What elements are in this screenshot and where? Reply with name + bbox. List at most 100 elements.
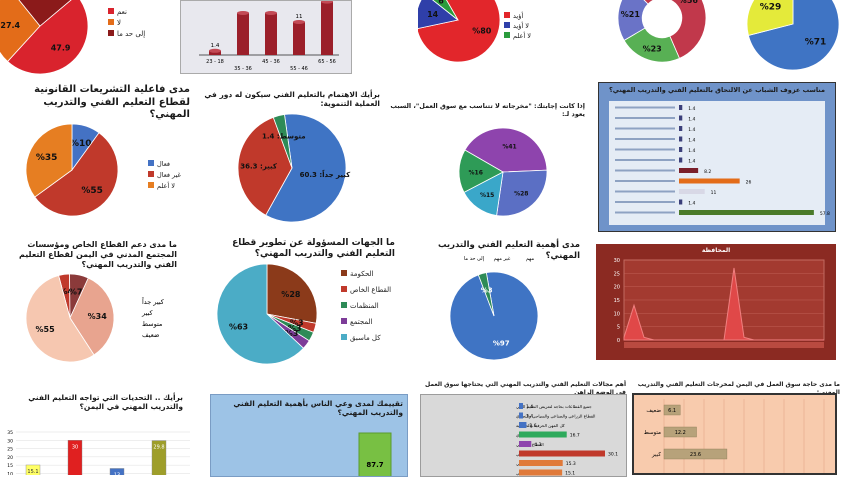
chart-awareness-panel: تقييمك لمدى وعي الناس بأهمية التعليم الف…	[210, 394, 408, 477]
c9-bar-6	[679, 168, 699, 173]
c10-data-label-2: %34	[88, 312, 108, 321]
chart-c8-svg: %41 %28 %15 %16	[458, 127, 548, 217]
c16-data-label-3: 16.7	[570, 433, 580, 439]
c8-slice-1	[496, 169, 548, 217]
c2-tick-label-4: 65 - 56	[318, 59, 336, 65]
c9-category-stub-7	[615, 180, 675, 182]
chart-legislation-pie: %10 %55 %35 فعال غير فعال لا أعلم	[0, 118, 190, 228]
c9-bar-7	[679, 178, 740, 184]
c1-data-label-1: 27.4	[0, 21, 20, 30]
c12-data-label-1: %3	[481, 287, 493, 295]
c16-bar-3	[519, 431, 567, 438]
c11-legend-label-4: كل ماسبق	[350, 334, 381, 342]
chart-c14-svg: 0510152025303515.1301329.8	[7, 430, 190, 475]
c9-category-stub-4	[615, 148, 675, 151]
c16-tick-label-0: جميع القطاعات بحاجة لتعريض التعليم الفني	[516, 404, 592, 409]
c13-y-tick-5: 25	[614, 271, 620, 277]
c3-slice-1	[418, 0, 459, 29]
c1-data-label-0: 47.9	[51, 43, 71, 52]
c14-y-tick-3: 15	[7, 463, 13, 469]
c3-slice-2	[432, 0, 459, 21]
c14-title: برأيك .. التحديات التي تواجه التعليم الف…	[28, 393, 183, 412]
c9-category-stub-2	[615, 127, 675, 130]
c17-tick-label-0: ضعيف	[646, 408, 661, 414]
c2-bar-2	[265, 13, 277, 55]
c6-data-label-1: %55	[81, 186, 103, 196]
c7-slice-0	[265, 113, 347, 223]
c4-slice-0	[643, 0, 707, 59]
c17-data-label-2: 23.6	[690, 452, 701, 458]
c10-legend-label-0: كبير جداً	[141, 297, 165, 306]
c8-slice-0	[464, 127, 548, 173]
c14-y-tick-5: 25	[7, 447, 13, 453]
c9-category-stub-6	[615, 169, 675, 172]
chart-c10-svg: %4%7 %34 %55 كبير جداً كبير متوسط ضعيف	[25, 273, 165, 363]
c3-data-label-1: 14	[427, 10, 439, 19]
c14-bar-0	[25, 464, 41, 475]
c11-legend-label-0: الحكومة	[350, 270, 374, 278]
c14-bar-1	[67, 440, 83, 475]
c8-data-label-2: %15	[480, 192, 494, 199]
c1-slice-0	[7, 0, 89, 75]
c3-legend-swatch-1	[504, 22, 510, 28]
c11-legend-swatch-2	[341, 302, 347, 308]
c2-bar-top-2	[265, 11, 277, 15]
c1-legend-label-0: نعم	[117, 8, 127, 16]
c2-bar-0	[209, 50, 221, 55]
c14-y-tick-6: 30	[7, 438, 13, 444]
c9-data-label-8: 11	[711, 190, 717, 196]
c11-legend-swatch-3	[341, 318, 347, 324]
c11-data-label-1: %3	[290, 319, 304, 328]
c9-category-stub-0	[615, 106, 675, 109]
c12-legend-label-0: مهم	[526, 256, 535, 262]
c3-data-label-2: 6	[438, 0, 444, 5]
c17-bar-1	[663, 426, 697, 438]
c6-data-label-2: %35	[36, 153, 58, 163]
c11-data-label-0: %28	[281, 290, 301, 299]
c11-data-label-2: %3	[288, 324, 302, 333]
c17-data-label-1: 12.2	[675, 430, 686, 436]
c3-legend-swatch-2	[504, 32, 510, 38]
c12-title: مدى أهمية التعليم الفني والتدريب المهني؟	[437, 240, 580, 261]
c1-legend-label-1: لا	[117, 19, 121, 27]
c16-bar-6	[519, 460, 563, 466]
c13-y-tick-4: 20	[614, 285, 620, 291]
c13-table-strip	[624, 342, 824, 348]
c1-slice-2	[18, 0, 72, 27]
c12-legend-label-1: غير مهم	[494, 256, 511, 262]
chart-development-pie: كبير جداً: 60.3 كبير: 36.3 متوسط: 1.4	[200, 104, 380, 224]
c3-slice-0	[418, 0, 501, 63]
c6-legend-label-0: فعال	[157, 160, 170, 168]
chart-c16-svg: جميع القطاعات بحاجة لتعريض التعليم الفني…	[516, 403, 618, 476]
chart-market-need-panel: ضعيف 6.1 متوسط 12.2 كبير 23.6	[632, 393, 837, 475]
chart-c17-svg: ضعيف 6.1 متوسط 12.2 كبير 23.6	[644, 399, 825, 473]
c2-bar-1	[237, 13, 249, 55]
c5-data-label-1: %29	[760, 3, 782, 13]
chart-youth-reluctance: مناسب عزوف الشباب عن الالتحاق بالتعليم ا…	[598, 82, 836, 232]
c10-data-label-1: %7	[69, 287, 83, 296]
c2-tick-label-3: 55 - 46	[290, 66, 308, 72]
c10-data-label-3: %55	[36, 325, 56, 334]
c17-title: ما مدى حاجة سوق العمل في اليمن لمخرجات ا…	[637, 381, 840, 396]
c16-data-label-6: 15.3	[566, 461, 576, 467]
chart-donut-56: %56 %23 %21	[600, 0, 730, 66]
chart-private-sector-pie: %4 %7 %34 %55 كبير جداً كبير متوسط ضعيف	[0, 268, 190, 368]
c6-data-label-0: %10	[70, 139, 92, 149]
c1-legend-swatch-0	[108, 8, 114, 14]
c6-title: مدى فاعلية التشريعات القانونية لقطاع الت…	[34, 84, 190, 120]
c11-legend-swatch-4	[341, 334, 347, 340]
c17-data-label-0: 6.1	[668, 408, 676, 414]
c9-data-label-3: 1.4	[688, 138, 695, 144]
c10-legend-label-3: ضعيف	[142, 331, 160, 339]
c9-category-stub-8	[615, 190, 675, 193]
c10-legend-label-1: كبير	[141, 309, 154, 317]
c2-bar-3	[293, 22, 305, 55]
c3-legend-label-2: لا أعلم	[513, 31, 531, 40]
c3-legend-label-1: لا أؤيد	[513, 21, 529, 30]
c11-legend-label-3: المجتمع	[350, 318, 373, 326]
chart-c5-svg: %71 %29	[746, 0, 840, 71]
c10-data-label-0: %4	[60, 287, 74, 296]
c11-slice-0	[266, 263, 318, 324]
